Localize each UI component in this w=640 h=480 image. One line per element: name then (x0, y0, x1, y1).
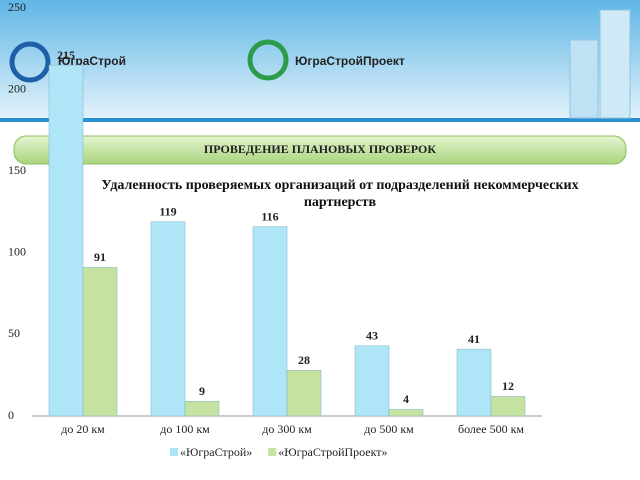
bar (388, 409, 424, 417)
legend-label: «ЮграСтройПроект» (278, 445, 387, 459)
chart-title: Удаленность проверяемых организаций от п… (101, 178, 579, 210)
logo-icon (9, 41, 51, 83)
bar (48, 64, 84, 417)
chart: 0 50 100 150 200 250 до 20 км 215 91 до 100 км 119… (8, 0, 542, 459)
y-tick-label: 250 (8, 0, 26, 14)
building (599, 9, 631, 119)
header-bg (0, 0, 640, 122)
y-tick-label: 150 (8, 163, 26, 177)
y-tick-label: 0 (8, 408, 14, 422)
data-label: 12 (502, 379, 514, 393)
legend-label: «ЮграСтрой» (180, 445, 252, 459)
bar (354, 345, 390, 417)
legend-swatch (268, 448, 277, 456)
banner-text: ПРОВЕДЕНИЕ ПЛАНОВЫХ ПРОВЕРОК (204, 142, 436, 156)
y-tick-label: 50 (8, 326, 20, 340)
x-tick-label: более 500 км (458, 422, 524, 436)
data-label: 4 (403, 392, 409, 406)
logo: ЮграСтрой (58, 54, 126, 68)
building (569, 39, 599, 119)
x-tick-label: до 20 км (61, 422, 105, 436)
data-label: 116 (261, 209, 278, 223)
bar (150, 221, 186, 417)
bar (286, 370, 322, 417)
x-tick-label: до 500 км (364, 422, 414, 436)
chart-title-box: Удаленность проверяемых организаций от п… (101, 178, 579, 210)
data-label: 9 (199, 384, 205, 398)
data-label: 43 (366, 329, 378, 343)
data-label: 91 (94, 250, 106, 264)
bar (456, 348, 492, 417)
logo-icon (247, 39, 289, 81)
data-label: 28 (298, 353, 310, 367)
x-tick-label: до 300 км (262, 422, 312, 436)
banner (13, 135, 627, 165)
data-label: 41 (468, 332, 480, 346)
data-label: 215 (57, 48, 75, 62)
y-tick-label: 100 (8, 245, 26, 259)
y-tick-label: 200 (8, 81, 26, 95)
bar (252, 226, 288, 417)
bar (82, 267, 118, 417)
x-tick-label: до 100 км (160, 422, 210, 436)
data-label: 119 (159, 205, 176, 219)
logo: ЮграСтройПроект (295, 54, 405, 68)
header-stripe (0, 118, 640, 122)
bar (490, 396, 526, 417)
legend-swatch (170, 448, 178, 456)
bar (184, 401, 220, 417)
